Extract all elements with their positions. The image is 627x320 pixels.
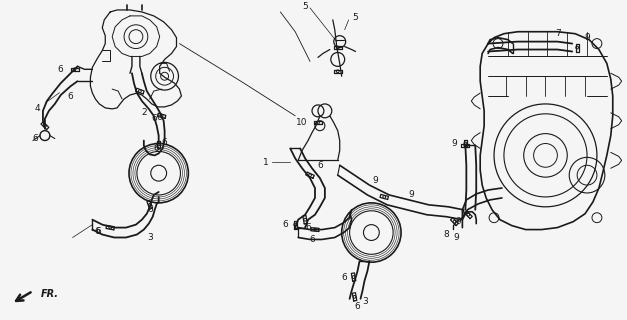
Text: 6: 6 <box>32 134 38 143</box>
Text: 1: 1 <box>263 158 268 167</box>
Text: 8: 8 <box>444 230 450 239</box>
Text: 6: 6 <box>152 114 157 123</box>
Text: 3: 3 <box>147 233 152 242</box>
Text: 9: 9 <box>372 176 378 185</box>
Text: 6: 6 <box>58 65 63 74</box>
Text: 6: 6 <box>282 220 288 229</box>
Text: 6: 6 <box>162 138 167 147</box>
Text: 6: 6 <box>342 273 347 282</box>
Text: FR.: FR. <box>41 289 59 299</box>
Text: 6: 6 <box>147 205 152 214</box>
Text: 9: 9 <box>453 233 460 242</box>
Text: 6: 6 <box>157 113 162 122</box>
Text: 9: 9 <box>456 217 461 226</box>
Text: 7: 7 <box>556 29 561 38</box>
Text: 2: 2 <box>141 108 147 117</box>
Text: 6: 6 <box>95 227 100 236</box>
Text: 6: 6 <box>154 144 160 153</box>
Text: 5: 5 <box>302 3 308 12</box>
Text: 6: 6 <box>317 161 323 170</box>
Text: 3: 3 <box>362 297 368 306</box>
Text: 9: 9 <box>408 190 414 199</box>
Text: 6: 6 <box>309 235 315 244</box>
Text: 6: 6 <box>95 227 101 236</box>
Text: 6: 6 <box>355 302 361 311</box>
Text: 5: 5 <box>352 13 359 22</box>
Text: 4: 4 <box>35 93 60 113</box>
Text: 6: 6 <box>68 92 73 100</box>
Text: 9: 9 <box>451 139 457 148</box>
Text: 9: 9 <box>584 33 590 42</box>
Text: 10: 10 <box>297 118 308 127</box>
Text: 6: 6 <box>305 223 311 232</box>
